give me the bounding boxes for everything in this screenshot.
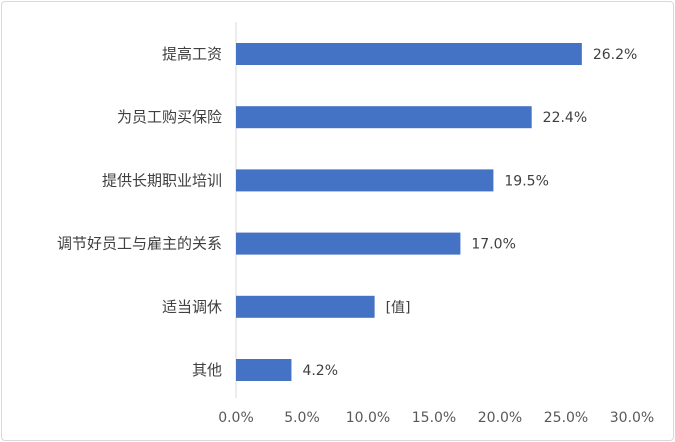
- x-tick-labels: 0.0% 5.0% 10.0% 15.0% 20.0% 25.0% 30.0%: [218, 410, 654, 426]
- category-label-4: 适当调休: [162, 298, 222, 316]
- value-labels: 26.2% 22.4% 19.5% 17.0% [值] 4.2%: [302, 47, 637, 379]
- category-label-3: 调节好员工与雇主的关系: [57, 235, 222, 253]
- bar-3: [236, 232, 461, 255]
- value-label-3: 17.0%: [471, 237, 515, 253]
- value-label-5: 4.2%: [302, 363, 338, 379]
- category-label-0: 提高工资: [162, 45, 222, 63]
- bar-1: [236, 106, 532, 129]
- category-label-2: 提供长期职业培训: [102, 171, 222, 189]
- bar-0: [236, 43, 582, 65]
- bars-group: [236, 43, 582, 381]
- category-label-1: 为员工购买保险: [117, 108, 222, 126]
- x-tick-label-6: 30.0%: [610, 410, 654, 426]
- value-label-2: 19.5%: [504, 173, 548, 189]
- value-label-1: 22.4%: [543, 110, 587, 126]
- x-tick-label-2: 10.0%: [346, 410, 390, 426]
- bar-5: [236, 359, 292, 381]
- x-tick-label-0: 0.0%: [218, 410, 254, 426]
- bar-2: [236, 169, 494, 192]
- value-label-4: [值]: [386, 300, 411, 316]
- x-tick-label-1: 5.0%: [284, 410, 320, 426]
- x-tick-label-4: 20.0%: [478, 410, 522, 426]
- value-label-0: 26.2%: [593, 47, 637, 63]
- bar-4: [236, 295, 375, 318]
- x-tick-label-5: 25.0%: [544, 410, 588, 426]
- category-label-5: 其他: [192, 361, 222, 379]
- x-tick-label-3: 15.0%: [412, 410, 456, 426]
